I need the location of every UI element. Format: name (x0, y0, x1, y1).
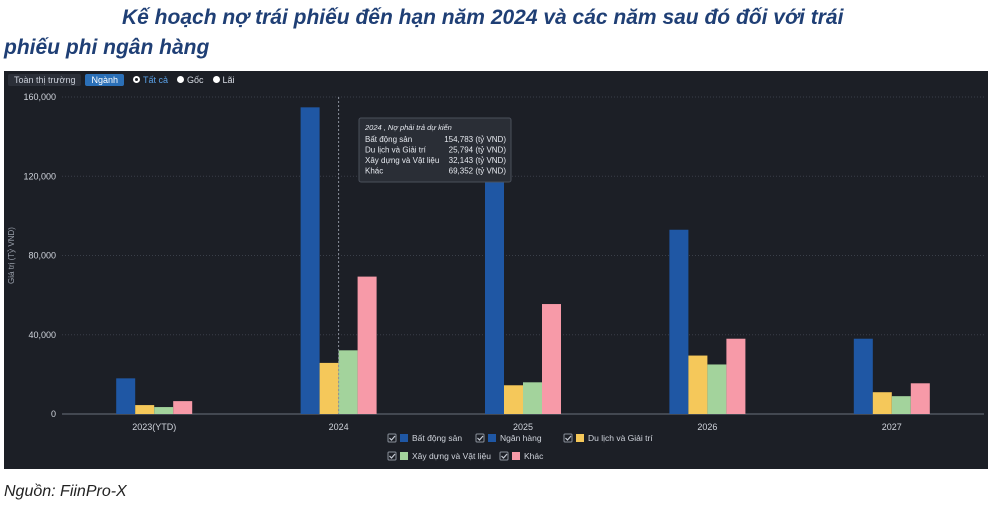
tooltip-value: 25,794 (tỷ VND) (449, 146, 507, 155)
radio-interest[interactable]: Lãi (212, 74, 235, 85)
legend-checkbox (499, 451, 509, 461)
radio-interest-label: Lãi (222, 74, 235, 85)
source-note: Nguồn: FiinPro-X (4, 483, 127, 500)
bar-du-lich (872, 392, 892, 414)
legend-label: Ngân hàng (500, 433, 542, 443)
bar-khac (726, 338, 746, 414)
y-tick-label: 80,000 (28, 251, 56, 261)
bar-khac (542, 304, 561, 414)
legend-swatch (400, 452, 408, 460)
tooltip-box (358, 117, 512, 183)
bar-bat-dong-san (853, 338, 873, 414)
y-tick-label: 40,000 (28, 330, 56, 340)
tab-sector[interactable]: Ngành (85, 73, 124, 86)
legend-swatch (488, 434, 496, 442)
legend-checkbox (563, 433, 573, 443)
legend-label: Bất động sản (412, 433, 462, 443)
checkmark-icon (389, 435, 396, 441)
x-tick-label: 2023(YTD) (132, 422, 176, 432)
legend-label: Khác (524, 451, 544, 461)
bar-xay-dung (154, 407, 174, 414)
x-tick-label: 2025 (513, 422, 533, 432)
tab-market[interactable]: Toàn thị trường (8, 73, 82, 86)
checkmark-icon (389, 453, 396, 459)
radio-all-label: Tất cả (143, 74, 169, 85)
bar-bat-dong-san (669, 229, 689, 414)
chart-controls: Toàn thị trường Ngành Tất cả Gốc Lãi (8, 73, 235, 86)
checkmark-icon (501, 453, 508, 459)
tooltip-header: 2024 , Nợ phải trả dự kiến (364, 123, 452, 132)
radio-all[interactable]: Tất cả (133, 75, 168, 85)
bar-du-lich (135, 405, 155, 414)
legend-swatch (576, 434, 584, 442)
tooltip-value: 154,783 (tỷ VND) (444, 135, 506, 144)
chart-title: Kế hoạch nợ trái phiếu đến hạn năm 2024 … (4, 3, 994, 63)
bar-du-lich (319, 362, 339, 414)
tooltip-value: 32,143 (tỷ VND) (449, 156, 507, 165)
y-tick-label: 120,000 (23, 171, 56, 181)
bar-chart: 0 40,000 80,000 120,000 160,000 Giá trị (Tỷ V… (7, 92, 984, 461)
y-tick-label: 160,000 (23, 92, 56, 102)
bar-du-lich (504, 385, 523, 414)
bar-khac (357, 276, 377, 414)
bar-khac (910, 383, 930, 414)
legend-label: Du lịch và Giải trí (588, 433, 653, 443)
legend-checkbox (475, 433, 485, 443)
bar-bat-dong-san (300, 107, 320, 414)
y-axis-label: Giá trị (Tỷ VND) (7, 227, 16, 284)
tooltip-label: Khác (365, 167, 383, 176)
bar-du-lich (688, 355, 708, 414)
tooltip-label: Bất động sản (365, 135, 412, 144)
radio-principal-label: Gốc (187, 74, 204, 85)
radio-icon (177, 76, 185, 83)
y-tick-label: 0 (51, 409, 56, 419)
radio-selected-icon (133, 76, 140, 83)
bar-bat-dong-san (116, 378, 136, 414)
tooltip-value: 69,352 (tỷ VND) (449, 167, 507, 176)
checkmark-icon (477, 435, 484, 441)
title-line-2: phiếu phi ngân hàng (4, 36, 210, 59)
chart-panel: Toàn thị trường Ngành Tất cả Gốc Lãi 0 40… (4, 71, 988, 469)
tooltip-label: Du lịch và Giải trí (365, 146, 427, 155)
x-tick-label: 2026 (697, 422, 717, 432)
legend-checkbox (387, 451, 397, 461)
x-tick-label: 2024 (329, 422, 349, 432)
bar-xay-dung (338, 350, 358, 414)
legend-swatch (400, 434, 408, 442)
tooltip-label: Xây dựng và Vật liệu (365, 156, 439, 165)
legend-swatch (512, 452, 520, 460)
bar-xay-dung (707, 364, 727, 414)
legend-checkbox (387, 433, 397, 443)
bar-khac (173, 401, 193, 414)
bar-xay-dung (891, 396, 911, 414)
legend-label: Xây dựng và Vật liệu (412, 451, 491, 461)
radio-icon (212, 76, 220, 83)
checkmark-icon (565, 435, 572, 441)
x-tick-label: 2027 (882, 422, 902, 432)
bar-xay-dung (523, 382, 542, 414)
bar-bat-dong-san (485, 168, 504, 414)
radio-principal[interactable]: Gốc (177, 75, 204, 85)
title-line-1: Kế hoạch nợ trái phiếu đến hạn năm 2024 … (122, 6, 844, 29)
